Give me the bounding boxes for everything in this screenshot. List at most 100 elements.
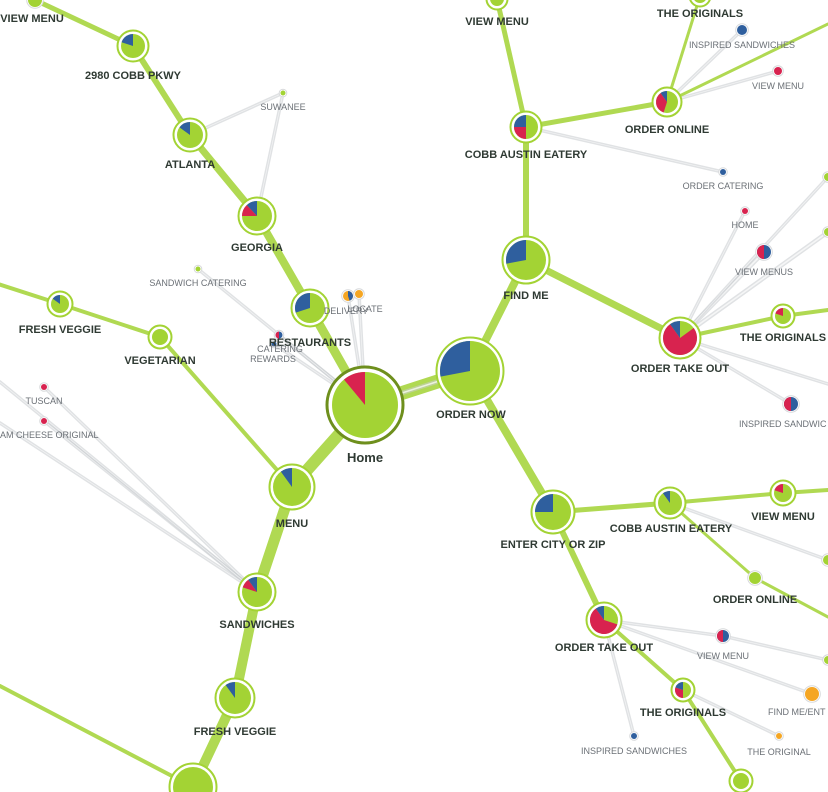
flow-link[interactable] [130, 43, 193, 138]
flow-node-orig-top[interactable] [689, 0, 711, 8]
flow-node-vm-top-right[interactable] [772, 65, 784, 77]
flow-node-suwanee[interactable] [278, 88, 288, 98]
node-label-sandwich-catering[interactable]: SANDWICH CATERING [149, 278, 246, 288]
node-label-suwanee[interactable]: SUWANEE [260, 102, 305, 112]
node-label-vegetarian[interactable]: VEGETARIAN [124, 355, 195, 367]
node-label-restaurants[interactable]: RESTAURANTS [269, 337, 351, 349]
node-label-find-me[interactable]: FIND ME [503, 290, 548, 302]
node-label-2980-cobb-pkwy[interactable]: 2980 COBB PKWY [85, 70, 182, 82]
flow-node-vegetarian[interactable] [147, 324, 173, 350]
flow-node-locate[interactable] [353, 288, 365, 300]
node-label-the-original[interactable]: THE ORIGINAL [747, 747, 811, 757]
flow-link[interactable] [58, 302, 162, 339]
node-label-view-menu-top-right[interactable]: VIEW MENU [752, 81, 804, 91]
node-label-enter-city-or-zip[interactable]: ENTER CITY OR ZIP [501, 539, 606, 551]
flow-node-right-edge3[interactable] [821, 553, 828, 567]
node-label-find-me-ent[interactable]: FIND ME/ENT [768, 707, 826, 717]
node-label-inspired-right[interactable]: INSPIRED SANDWIC [739, 419, 827, 429]
flow-node-order-online-mid[interactable] [747, 570, 763, 586]
flow-link[interactable] [668, 501, 757, 580]
flow-node-bottom-left[interactable] [168, 762, 218, 792]
node-label-order-take-out-right[interactable]: ORDER TAKE OUT [631, 363, 729, 375]
flow-node-right-edge2[interactable] [822, 226, 828, 238]
flow-link[interactable] [522, 256, 684, 342]
flow-node-bottom-right[interactable] [728, 768, 754, 792]
node-label-ham-cheese-original[interactable]: AM CHEESE ORIGINAL [0, 430, 99, 440]
flow-node-cat-rew2[interactable] [269, 339, 279, 349]
flow-node-inspired-top[interactable] [735, 23, 749, 37]
node-label-view-menu-mid[interactable]: VIEW MENU [751, 511, 815, 523]
flow-node-fresh-veggie-b[interactable] [214, 677, 256, 719]
node-label-order-catering[interactable]: ORDER CATERING [683, 181, 764, 191]
flow-link[interactable] [158, 335, 294, 489]
node-label-order-online-mid[interactable]: ORDER ONLINE [713, 594, 797, 606]
flow-node-enter-city[interactable] [530, 489, 576, 535]
node-label-cobb-austin-mid[interactable]: COBB AUSTIN EATERY [610, 523, 733, 535]
node-label-inspired-top[interactable]: INSPIRED SANDWICHES [689, 40, 795, 50]
node-label-home-minor[interactable]: HOME [732, 220, 759, 230]
node-label-tuscan[interactable]: TUSCAN [25, 396, 62, 406]
flow-node-home[interactable] [325, 365, 405, 445]
flow-node-inspired-right[interactable] [782, 395, 800, 413]
node-label-view-menu-top-mid[interactable]: VIEW MENU [465, 16, 529, 28]
flow-node-vm-top-mid[interactable] [485, 0, 509, 11]
node-label-inspired-bottom[interactable]: INSPIRED SANDWICHES [581, 746, 687, 756]
flow-node-right-edge4[interactable] [822, 654, 828, 666]
node-label-order-now[interactable]: ORDER NOW [436, 409, 506, 421]
flow-node-order-catering[interactable] [718, 167, 728, 177]
flow-link[interactable] [32, 0, 136, 49]
flow-node-cobb-pkwy[interactable] [116, 29, 150, 63]
flow-link[interactable] [668, 491, 785, 505]
flow-node-atlanta[interactable] [172, 117, 208, 153]
flow-link[interactable] [523, 99, 670, 130]
flow-node-menu[interactable] [268, 463, 316, 511]
node-label-originals-top[interactable]: THE ORIGINALS [657, 8, 743, 20]
home-label[interactable]: Home [347, 450, 383, 465]
node-label-view-menu-bottom[interactable]: VIEW MENU [697, 651, 749, 661]
node-label-catering-rewards-line2[interactable]: REWARDS [250, 354, 296, 364]
flow-node-find-me[interactable] [501, 235, 551, 285]
flow-node-view-menus[interactable] [755, 243, 773, 261]
node-label-originals-bottom[interactable]: THE ORIGINALS [640, 707, 726, 719]
flow-link[interactable] [681, 688, 743, 783]
flow-node-vm-bottom[interactable] [715, 628, 731, 644]
node-label-locate[interactable]: LOCATE [347, 304, 382, 314]
node-label-cobb-austin-top[interactable]: COBB AUSTIN EATERY [465, 149, 588, 161]
flow-node-inspired-bottom[interactable] [629, 731, 639, 741]
flow-node-home-minor[interactable] [740, 206, 750, 216]
flow-link[interactable] [0, 684, 195, 789]
flow-node-find-me-ent[interactable] [803, 685, 821, 703]
node-label-originals-right[interactable]: THE ORIGINALS [740, 332, 826, 344]
node-label-view-menus[interactable]: VIEW MENUS [735, 267, 793, 277]
flow-link[interactable] [665, 0, 701, 104]
flow-node-fresh-veggie-l[interactable] [46, 290, 74, 318]
node-label-fresh-veggie-bottom[interactable]: FRESH VEGGIE [194, 726, 277, 738]
flow-node-georgia[interactable] [237, 196, 277, 236]
flow-node-order-take-out-b[interactable] [585, 601, 623, 639]
node-label-fresh-veggie-left[interactable]: FRESH VEGGIE [19, 324, 102, 336]
flow-node-tuscan[interactable] [39, 382, 49, 392]
node-label-delivery[interactable]: DELIVERY [324, 306, 368, 316]
flow-node-order-now[interactable] [435, 336, 505, 406]
flow-node-ham-cheese[interactable] [39, 416, 49, 426]
flow-node-sand-catering[interactable] [193, 264, 203, 274]
node-label-sandwiches[interactable]: SANDWICHES [219, 619, 294, 631]
flow-node-restaurants[interactable] [290, 288, 330, 328]
flow-node-orig-right[interactable] [770, 303, 796, 329]
flow-link[interactable] [494, 0, 529, 130]
node-label-order-online-top[interactable]: ORDER ONLINE [625, 124, 709, 136]
node-label-view-menu-top-left[interactable]: VIEW MENU [0, 13, 64, 25]
flow-link[interactable] [753, 576, 828, 619]
node-label-georgia[interactable]: GEORGIA [231, 242, 283, 254]
flow-node-vm-top-left[interactable] [26, 0, 44, 9]
flow-node-orig-bottom[interactable] [670, 677, 696, 703]
flow-node-order-take-out-r[interactable] [658, 316, 702, 360]
node-label-atlanta[interactable]: ATLANTA [165, 159, 215, 171]
flow-node-order-online-top[interactable] [651, 86, 683, 118]
node-label-catering-rewards-line1[interactable]: CATERING [257, 344, 303, 354]
flow-node-the-original[interactable] [774, 731, 784, 741]
node-label-menu[interactable]: MENU [276, 518, 308, 530]
flow-node-catering-rewards[interactable] [273, 329, 285, 341]
node-label-order-take-out-bottom[interactable]: ORDER TAKE OUT [555, 642, 653, 654]
flow-node-cobb-mid[interactable] [653, 486, 687, 520]
